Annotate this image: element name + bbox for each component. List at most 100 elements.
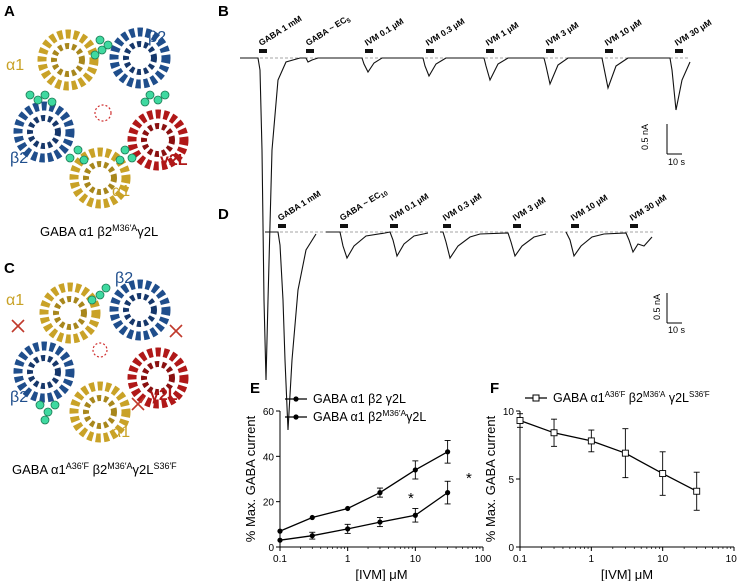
- label-beta2-left-c: β2: [10, 389, 28, 406]
- panel-label-e: E: [250, 380, 260, 397]
- application-label: IVM 3 μM: [511, 195, 548, 223]
- application-bar: [513, 224, 521, 228]
- application-bar: [365, 49, 373, 53]
- application-label: IVM 0.1 μM: [363, 16, 406, 48]
- subunit-alpha1-top-c: [39, 282, 101, 344]
- y-tick-label: 0: [508, 543, 514, 554]
- label-alpha1-top: α1: [6, 57, 24, 74]
- data-point: [377, 490, 383, 496]
- application-label: IVM 30 μM: [673, 17, 714, 48]
- series-curve-1: [279, 492, 448, 541]
- application-bar: [426, 49, 434, 53]
- trace-segment-2: [446, 57, 629, 91]
- data-point: [277, 528, 283, 534]
- data-point: [445, 449, 451, 455]
- significance-marker: *: [408, 490, 414, 507]
- pore-marker-c: [92, 342, 108, 358]
- subunit-beta2-top-c: [109, 279, 171, 341]
- x-tick-label: 1: [589, 554, 595, 565]
- data-point: [445, 490, 451, 496]
- application-bar: [443, 224, 451, 228]
- data-point: [659, 470, 667, 478]
- x-tick-label: 100: [726, 554, 737, 565]
- trace-segment-3: [565, 231, 653, 258]
- trace-segment-1: [300, 57, 447, 78]
- subunit-alpha1-bottom: [69, 147, 131, 209]
- legend-marker: [293, 396, 299, 402]
- application-bar: [390, 224, 398, 228]
- x-tick-label: 0.1: [273, 554, 287, 565]
- application-bar: [259, 49, 267, 53]
- legend-marker: [532, 394, 540, 402]
- application-label: IVM 10 μM: [569, 192, 610, 223]
- application-label: IVM 10 μM: [603, 17, 644, 48]
- y-tick-label: 10: [503, 407, 515, 418]
- application-bar: [486, 49, 494, 53]
- data-point: [412, 467, 418, 473]
- y-tick-label: 5: [508, 475, 514, 486]
- application-label: GABA ~ EC10: [338, 186, 390, 225]
- data-point: [309, 514, 315, 521]
- panel-label-f: F: [490, 380, 499, 397]
- scale-current-b: 0.5 nA: [640, 124, 650, 150]
- chart-f: 0.1 1 10 100 0 5 10 [IVM] μM % Max. GABA current…: [483, 390, 737, 581]
- x-tick-label: 10: [657, 554, 669, 565]
- application-label: IVM 0.3 μM: [424, 16, 467, 48]
- subunit-beta2-left-c: [13, 341, 75, 403]
- trace-segment-3: [628, 57, 691, 111]
- legend-label: GABA α1 β2M36′Aγ2L: [313, 408, 426, 424]
- panel-label-d: D: [218, 206, 229, 223]
- data-point: [693, 487, 701, 495]
- application-bar: [630, 224, 638, 228]
- x-tick-label: 100: [475, 554, 492, 565]
- series-curve-0: [519, 419, 697, 492]
- scale-time-d: 10 s: [668, 325, 686, 335]
- data-point: [550, 429, 558, 437]
- trace-segment-2: [440, 231, 547, 260]
- application-bar: [340, 224, 348, 228]
- trace-segment-1: [326, 231, 429, 260]
- scale-bar-b: 0.5 nA 10 s: [640, 124, 686, 167]
- y-tick-label: 0: [268, 543, 274, 554]
- ivm-ligands-c: [35, 283, 111, 425]
- application-bar: [605, 49, 613, 53]
- y-tick-label: 60: [263, 407, 275, 418]
- x-axis-label: [IVM] μM: [601, 567, 653, 581]
- application-bar: [306, 49, 314, 53]
- ivm-ligands-a: [25, 35, 170, 165]
- data-point: [587, 437, 595, 445]
- x-tick-label: 1: [345, 554, 351, 565]
- subunit-beta2-left: [13, 101, 75, 163]
- subunit-gamma2l-c: [127, 347, 189, 409]
- label-beta2-left: β2: [10, 150, 28, 167]
- label-alpha1-top-c: α1: [6, 292, 24, 309]
- scale-bar-d: 0.5 nA 10 s: [652, 293, 686, 335]
- data-point: [345, 526, 351, 532]
- label-alpha1-bottom-c: α1: [112, 424, 130, 441]
- data-point: [377, 519, 383, 525]
- caption-a: GABA α1 β2M36′Aγ2L: [40, 223, 158, 239]
- application-label: IVM 3 μM: [544, 20, 581, 48]
- x-tick-label: 10: [410, 554, 422, 565]
- cross-marks: [11, 319, 183, 411]
- application-label: IVM 0.1 μM: [388, 191, 431, 223]
- y-axis-label: % Max. GABA current: [243, 415, 258, 542]
- legend-marker: [293, 414, 299, 420]
- label-beta2-top: β2: [148, 29, 166, 46]
- x-tick-label: 0.1: [513, 554, 527, 565]
- data-point: [621, 449, 629, 457]
- x-axis-label: [IVM] μM: [355, 567, 407, 581]
- application-label: GABA 1 mM: [257, 13, 304, 47]
- application-label: GABA 1 mM: [276, 188, 323, 222]
- subunit-alpha1-bottom-c: [69, 381, 131, 443]
- application-bar: [546, 49, 554, 53]
- application-bar: [278, 224, 286, 228]
- scale-current-d: 0.5 nA: [652, 294, 662, 320]
- data-point: [412, 512, 418, 518]
- y-axis-label: % Max. GABA current: [483, 415, 498, 542]
- data-point: [309, 533, 315, 539]
- panel-label-b: B: [218, 3, 229, 20]
- label-gamma2l-c: γ2L: [150, 387, 178, 404]
- legend-label: GABA α1 β2 γ2L: [313, 392, 406, 406]
